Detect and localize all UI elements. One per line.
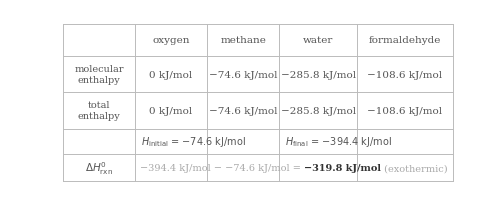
- Text: 0 kJ/mol: 0 kJ/mol: [149, 106, 193, 115]
- Text: $\Delta H^0_{\rm rxn}$: $\Delta H^0_{\rm rxn}$: [85, 160, 113, 176]
- Text: −285.8 kJ/mol: −285.8 kJ/mol: [281, 106, 356, 115]
- Text: methane: methane: [220, 36, 266, 45]
- Text: −108.6 kJ/mol: −108.6 kJ/mol: [367, 70, 443, 79]
- Text: total
enthalpy: total enthalpy: [77, 101, 120, 121]
- Text: −74.6 kJ/mol: −74.6 kJ/mol: [209, 70, 278, 79]
- Text: −285.8 kJ/mol: −285.8 kJ/mol: [281, 70, 356, 79]
- Text: $\mathit{H}_{\rm final}$ = −394.4 kJ/mol: $\mathit{H}_{\rm final}$ = −394.4 kJ/mol: [285, 135, 392, 149]
- Text: (exothermic): (exothermic): [381, 163, 447, 172]
- Text: formaldehyde: formaldehyde: [369, 36, 441, 45]
- Text: $\mathit{H}_{\rm initial}$ = −74.6 kJ/mol: $\mathit{H}_{\rm initial}$ = −74.6 kJ/mo…: [141, 135, 245, 149]
- Text: water: water: [303, 36, 333, 45]
- Text: 0 kJ/mol: 0 kJ/mol: [149, 70, 193, 79]
- Text: −319.8 kJ/mol: −319.8 kJ/mol: [304, 163, 381, 172]
- Text: oxygen: oxygen: [152, 36, 190, 45]
- Text: −108.6 kJ/mol: −108.6 kJ/mol: [367, 106, 443, 115]
- Text: molecular
enthalpy: molecular enthalpy: [74, 65, 124, 85]
- Text: −74.6 kJ/mol: −74.6 kJ/mol: [209, 106, 278, 115]
- Text: −394.4 kJ/mol − −74.6 kJ/mol =: −394.4 kJ/mol − −74.6 kJ/mol =: [140, 163, 304, 172]
